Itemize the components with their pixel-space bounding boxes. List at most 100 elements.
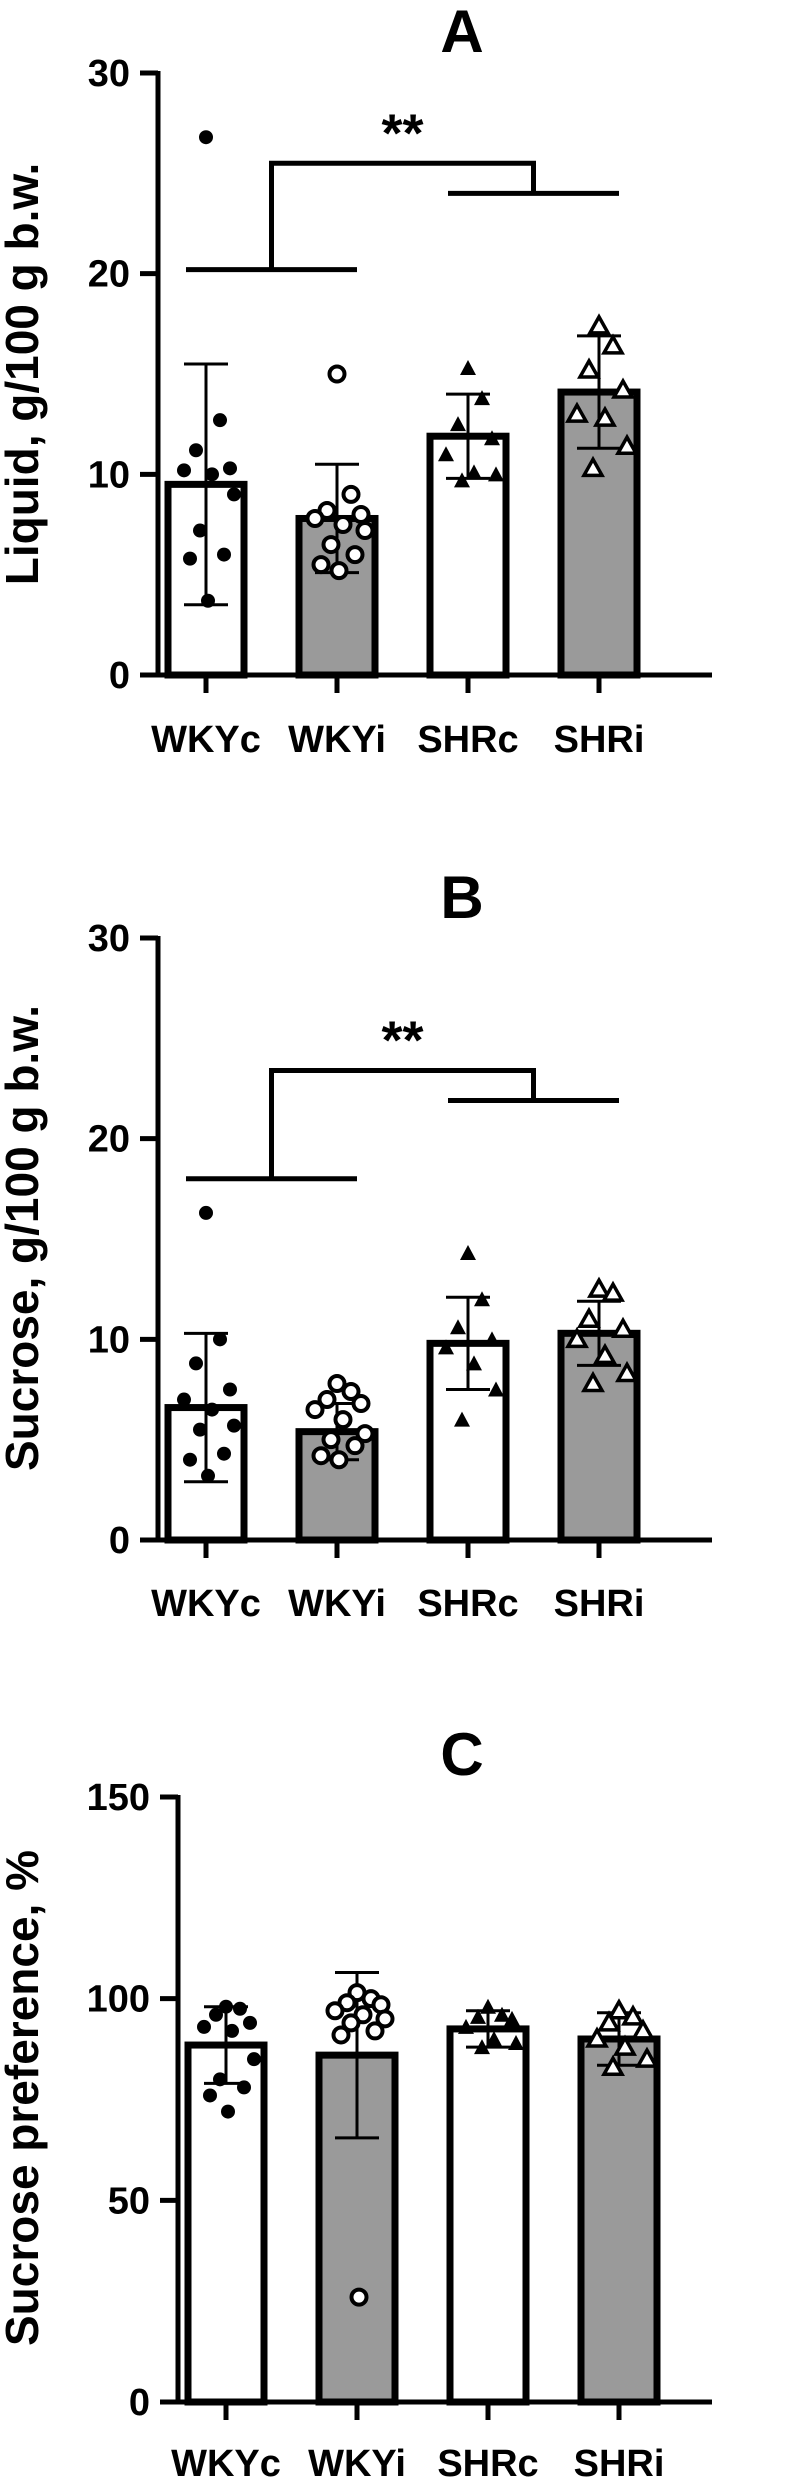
data-point-marker (201, 593, 215, 608)
data-point-marker (199, 130, 213, 145)
data-point-marker (488, 1381, 504, 1397)
y-tick-label: 10 (88, 454, 130, 496)
data-point-marker (225, 2023, 239, 2038)
data-point-marker (613, 2034, 637, 2056)
y-tick-label: 100 (87, 1979, 150, 2021)
panel-letter: C (440, 1721, 483, 1788)
data-point-marker (585, 2026, 609, 2048)
chart-panel-b: B Sucrose, g/100 g b.w. 0 10 20 30 WKYc WKYi SHR… (0, 864, 712, 1625)
data-point-marker (365, 2021, 385, 2041)
data-point-marker (345, 545, 365, 565)
significance-label: ** (381, 103, 423, 163)
data-point-marker (205, 1402, 219, 1417)
data-point-marker (327, 364, 347, 384)
y-tick-label: 0 (129, 2382, 150, 2424)
data-point-marker (611, 1316, 635, 1339)
data-point-marker (601, 333, 625, 355)
data-point-marker (474, 1291, 490, 1307)
data-point-marker (601, 2054, 625, 2076)
data-point-marker (593, 1342, 617, 1365)
data-point-marker (305, 1400, 325, 1420)
y-axis-label: Sucrose, g/100 g b.w. (0, 1005, 48, 1471)
y-tick-label: 10 (88, 1319, 130, 1361)
data-point-marker (321, 1430, 341, 1450)
data-point-marker (183, 551, 197, 566)
data-point-marker (597, 2010, 621, 2032)
data-point-marker (484, 430, 500, 446)
data-point-marker (615, 1360, 639, 1383)
data-point-marker (311, 555, 331, 575)
data-point-marker (607, 1998, 631, 2020)
data-point-marker (577, 1306, 601, 1329)
data-point-marker (454, 472, 470, 488)
data-point-marker (450, 416, 466, 432)
data-point-marker (470, 2008, 486, 2024)
data-point-marker (227, 1418, 241, 1433)
category-label-shrc: SHRc (417, 719, 518, 761)
data-point-marker (466, 1355, 482, 1371)
data-point-marker (193, 1422, 207, 1437)
data-point-marker (611, 377, 635, 399)
data-point-marker (333, 515, 353, 534)
data-point-marker (221, 2104, 235, 2119)
category-label-wkyi: WKYi (308, 2443, 406, 2480)
data-point-marker (635, 2046, 659, 2068)
data-point-marker (325, 2001, 345, 2021)
y-tick-label: 30 (88, 918, 130, 960)
category-label-shrc: SHRc (437, 2443, 538, 2480)
data-point-marker (480, 1998, 496, 2014)
data-point-marker (577, 357, 601, 379)
y-axis-label: Liquid, g/100 g b.w. (0, 163, 48, 586)
category-label-wkyc: WKYc (151, 719, 261, 761)
category-label-wkyi: WKYi (288, 719, 386, 761)
data-point-marker (247, 2052, 261, 2067)
category-label-shri: SHRi (554, 1583, 645, 1625)
data-point-marker (474, 390, 490, 406)
data-point-marker (217, 547, 231, 562)
data-point-marker (460, 1245, 476, 1261)
bar-shri (577, 2035, 661, 2406)
data-point-marker (333, 1410, 353, 1430)
data-point-marker (305, 508, 325, 528)
data-point-marker (243, 2015, 257, 2030)
category-label-wkyi: WKYi (288, 1583, 386, 1625)
y-tick-label: 0 (109, 655, 130, 697)
data-point-marker (193, 523, 207, 538)
data-point-marker (237, 2080, 251, 2095)
data-point-marker (327, 1373, 347, 1393)
data-point-marker (454, 1411, 470, 1427)
data-point-marker (601, 1280, 625, 1302)
data-point-marker (219, 1999, 233, 2014)
significance-label: ** (381, 1010, 423, 1070)
data-point-marker (593, 405, 617, 427)
data-point-marker (351, 1394, 371, 1414)
data-point-marker (223, 1382, 237, 1397)
data-point-marker (201, 1468, 215, 1483)
data-point-marker (474, 2039, 490, 2055)
y-tick-label: 150 (87, 1777, 150, 1819)
data-point-marker (355, 1424, 375, 1444)
data-point-marker (349, 2287, 369, 2307)
chart-panel-a: A Liquid, g/100 g b.w. 0 10 20 30 WKYc WKYi SHRc… (0, 0, 712, 761)
data-point-marker (329, 561, 349, 581)
data-point-marker (581, 1370, 605, 1393)
data-point-marker (484, 1331, 500, 1347)
significance-bracket (269, 1067, 536, 1179)
data-point-marker (565, 401, 589, 423)
data-point-marker (177, 1392, 191, 1407)
data-point-marker (450, 1319, 466, 1335)
data-point-marker (203, 2088, 217, 2103)
data-point-marker (233, 2001, 247, 2016)
category-label-shri: SHRi (554, 719, 645, 761)
panel-letter: A (440, 0, 483, 65)
significance-bracket (269, 160, 536, 270)
data-point-marker (209, 2007, 223, 2022)
data-point-marker (183, 1452, 197, 1467)
data-point-marker (508, 2035, 524, 2051)
data-point-marker (351, 504, 371, 524)
data-point-marker (565, 1326, 589, 1349)
y-tick-label: 0 (109, 1520, 130, 1562)
data-point-marker (460, 359, 476, 375)
chart-panel-c: C Sucrose preference, % 0 50 100 150 WKYc WKYi S… (0, 1721, 712, 2480)
